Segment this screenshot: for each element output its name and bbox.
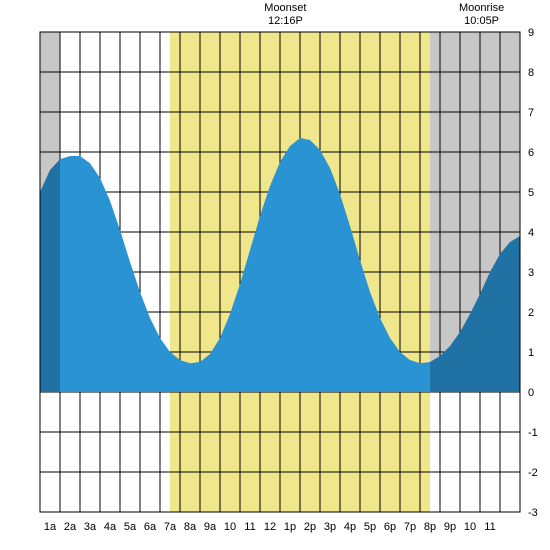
- x-tick-label: 8a: [184, 521, 197, 533]
- y-tick-label: 0: [528, 387, 534, 399]
- x-tick-label: 1a: [44, 521, 57, 533]
- x-tick-label: 9p: [444, 521, 456, 533]
- x-tick-label: 2a: [64, 521, 77, 533]
- x-tick-label: 2p: [304, 521, 316, 533]
- moonset-title: Moonset: [255, 2, 315, 15]
- y-tick-label: 3: [528, 267, 534, 279]
- tide-chart: -3-2-101234567891a2a3a4a5a6a7a8a9a101112…: [0, 0, 550, 550]
- x-tick-label: 3a: [84, 521, 97, 533]
- chart-svg: -3-2-101234567891a2a3a4a5a6a7a8a9a101112…: [0, 0, 550, 550]
- y-tick-label: 2: [528, 307, 534, 319]
- moonset-time: 12:16P: [255, 15, 315, 28]
- x-tick-label: 1p: [284, 521, 296, 533]
- x-tick-label: 11: [484, 521, 495, 533]
- night-overlay-1: [430, 32, 520, 392]
- x-tick-label: 8p: [424, 521, 436, 533]
- x-tick-label: 12: [264, 521, 276, 533]
- x-tick-label: 4p: [344, 521, 356, 533]
- moonrise-title: Moonrise: [452, 2, 512, 15]
- night-overlay-0: [40, 32, 60, 392]
- y-tick-label: 5: [528, 187, 534, 199]
- y-tick-label: -2: [528, 467, 538, 479]
- x-tick-label: 7a: [164, 521, 177, 533]
- moonset-annotation: Moonset 12:16P: [255, 2, 315, 28]
- x-tick-label: 9a: [204, 521, 217, 533]
- y-tick-label: 9: [528, 27, 534, 39]
- y-tick-label: -3: [528, 507, 538, 519]
- x-tick-label: 10: [464, 521, 476, 533]
- y-tick-label: -1: [528, 427, 538, 439]
- x-tick-label: 10: [224, 521, 236, 533]
- y-tick-label: 7: [528, 107, 534, 119]
- moonrise-time: 10:05P: [452, 15, 512, 28]
- x-tick-label: 11: [244, 521, 255, 533]
- y-tick-label: 1: [528, 347, 534, 359]
- x-tick-label: 5a: [124, 521, 137, 533]
- y-tick-label: 8: [528, 67, 534, 79]
- x-tick-label: 3p: [324, 521, 336, 533]
- x-tick-label: 4a: [104, 521, 117, 533]
- x-tick-label: 7p: [404, 521, 416, 533]
- y-tick-label: 6: [528, 147, 534, 159]
- moonrise-annotation: Moonrise 10:05P: [452, 2, 512, 28]
- y-tick-label: 4: [528, 227, 534, 239]
- x-tick-label: 6p: [384, 521, 396, 533]
- x-tick-label: 5p: [364, 521, 376, 533]
- x-tick-label: 6a: [144, 521, 157, 533]
